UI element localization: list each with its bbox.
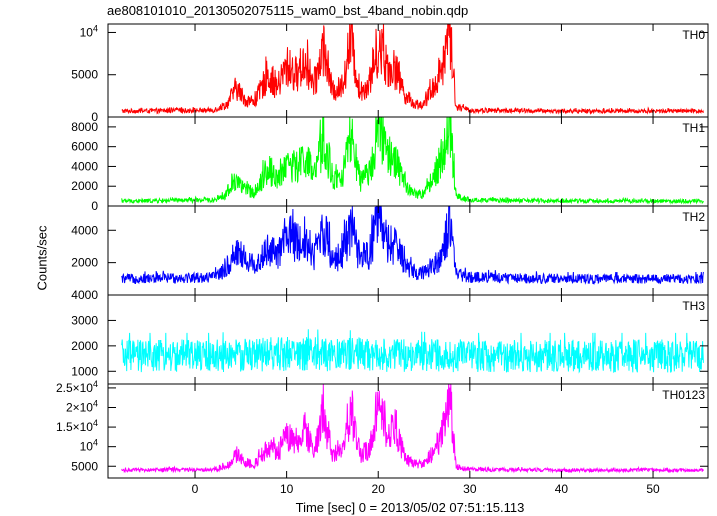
panel-label-th3: TH3: [682, 299, 705, 313]
y-tick-label: 6000: [71, 140, 98, 154]
y-tick-label: 2000: [71, 179, 98, 193]
panel-label-th0: TH0: [682, 28, 705, 42]
y-tick-label: 0: [91, 110, 98, 124]
panel-label-th0123: TH0123: [662, 388, 705, 402]
series-line-th0: [121, 24, 704, 115]
y-tick-label: 0: [91, 199, 98, 213]
y-tick-label: 8000: [71, 120, 98, 134]
x-tick-label: 50: [646, 482, 660, 496]
x-tick-label: 30: [463, 482, 477, 496]
panel-frame: [107, 23, 709, 118]
y-tick-label: 1.5×104: [56, 418, 98, 434]
panel-label-th2: TH2: [682, 210, 705, 224]
panel-frame: [107, 294, 709, 385]
y-tick-label: 2000: [71, 256, 98, 270]
series-line-th2: [121, 206, 704, 285]
y-tick-label: 5000: [71, 68, 98, 82]
x-tick-label: 20: [372, 482, 386, 496]
y-tick-label: 4000: [71, 223, 98, 237]
y-tick-label: 2×104: [66, 399, 98, 415]
y-tick-label: 2000: [71, 339, 98, 353]
series-line-th0123: [121, 384, 704, 474]
panel-label-th1: TH1: [682, 121, 705, 135]
x-tick-label: 0: [192, 482, 199, 496]
y-tick-label: 104: [80, 438, 98, 454]
panel-frame: [107, 383, 709, 479]
series-line-th1: [121, 117, 704, 205]
y-tick-label: 4000: [71, 288, 98, 302]
y-tick-label: 4000: [71, 159, 98, 173]
x-axis-label: Time [sec] 0 = 2013/05/02 07:51:15.113: [295, 500, 525, 515]
y-tick-label: 1000: [71, 364, 98, 378]
x-tick-label: 40: [555, 482, 569, 496]
series-line-th3: [121, 329, 704, 374]
chart-title: ae808101010_20130502075115_wam0_bst_4ban…: [107, 3, 469, 18]
y-tick-label: 5000: [71, 459, 98, 473]
y-tick-label: 104: [80, 23, 98, 39]
y-tick-label: 2.5×104: [56, 379, 98, 395]
x-tick-label: 10: [280, 482, 294, 496]
y-tick-label: 3000: [71, 313, 98, 327]
y-axis-label: Counts/sec: [34, 225, 50, 291]
